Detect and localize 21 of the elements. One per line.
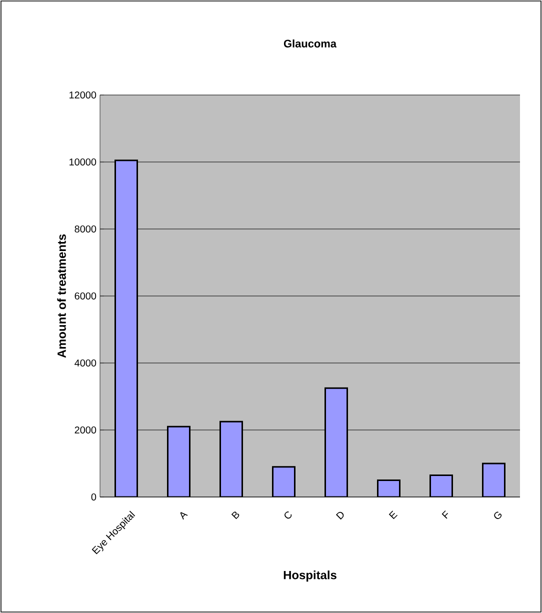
y-tick-label: 0: [91, 493, 96, 501]
bar: [114, 160, 138, 497]
y-tick-label: 8000: [74, 225, 96, 233]
y-tick-label: 12000: [70, 91, 96, 99]
x-tick-label: G: [494, 512, 502, 520]
x-tick-label: E: [388, 510, 398, 520]
x-axis-title: Hospitals: [284, 570, 336, 582]
bar: [324, 387, 348, 497]
bar: [167, 426, 190, 497]
x-tick-label: F: [442, 510, 448, 519]
y-axis-title: Amount of treatments: [57, 234, 66, 358]
y-tick-label: 4000: [74, 359, 96, 367]
x-tick-label: A: [180, 512, 188, 520]
y-tick-label: 10000: [70, 158, 96, 166]
y-tick-label: 6000: [74, 292, 96, 300]
x-tick-label: D: [336, 512, 344, 520]
x-tick-label: B: [231, 512, 240, 520]
x-tick-label: C: [284, 512, 292, 519]
bar: [220, 420, 243, 497]
chart-title: Glaucoma: [284, 39, 337, 48]
y-tick-label: 2000: [74, 426, 96, 434]
